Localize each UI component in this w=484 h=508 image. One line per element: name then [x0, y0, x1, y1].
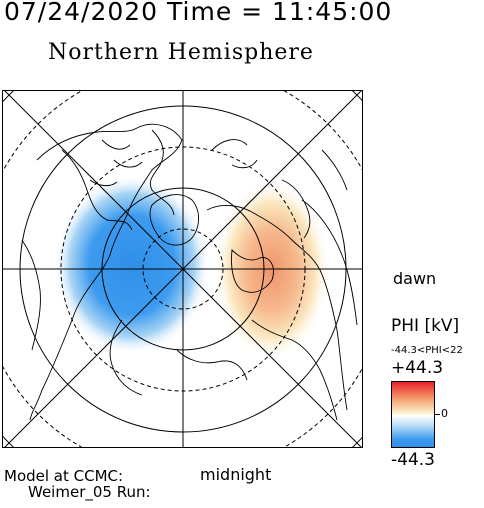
positive-potential-cell — [214, 180, 330, 360]
model-label: Model at CCMC: — [4, 467, 124, 485]
run-label: Weimer_05 Run: — [28, 483, 151, 501]
polar-potential-map — [2, 90, 363, 448]
meridian-lines — [2, 90, 363, 448]
legend-zero-label: 0 — [441, 407, 448, 420]
date-time-title: 07/24/2020 Time = 11:45:00 — [4, 0, 393, 26]
potential-colorbar — [391, 381, 435, 448]
legend-range-text: -44.3<PHI<22 — [391, 345, 463, 356]
legend-max-label: +44.3 — [391, 358, 444, 378]
colorbar-zero-tick — [435, 414, 440, 415]
hemisphere-title: Northern Hemisphere — [48, 40, 314, 65]
coastlines — [21, 123, 358, 421]
midnight-label: midnight — [200, 465, 272, 484]
dawn-label: dawn — [393, 269, 437, 288]
legend-title: PHI [kV] — [391, 316, 460, 336]
legend-min-label: -44.3 — [391, 450, 435, 470]
negative-potential-cell — [54, 175, 210, 355]
